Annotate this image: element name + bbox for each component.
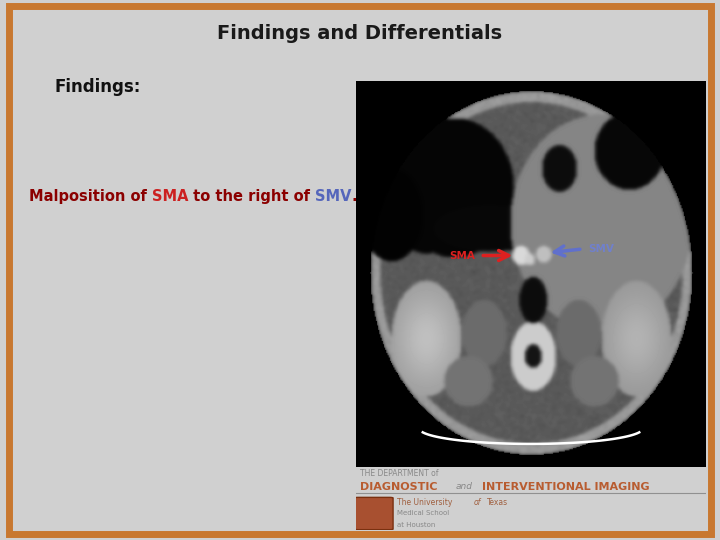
Text: Findings:: Findings: (54, 78, 140, 96)
Text: Texas: Texas (487, 498, 508, 507)
Text: SMA: SMA (449, 251, 475, 260)
Text: Malposition of: Malposition of (29, 189, 152, 204)
Text: DIAGNOSTIC: DIAGNOSTIC (360, 482, 437, 492)
Text: THE DEPARTMENT of: THE DEPARTMENT of (360, 469, 438, 478)
Text: to the right of: to the right of (189, 189, 315, 204)
Text: of: of (473, 498, 481, 507)
Text: The University: The University (397, 498, 452, 507)
Text: and: and (456, 482, 473, 491)
Text: INTERVENTIONAL IMAGING: INTERVENTIONAL IMAGING (482, 482, 649, 492)
Text: Findings and Differentials: Findings and Differentials (217, 24, 503, 43)
Text: SMA: SMA (152, 189, 189, 204)
Text: SMV: SMV (589, 244, 614, 254)
Text: Medical School: Medical School (397, 510, 449, 516)
Text: SMV: SMV (315, 189, 352, 204)
Text: at Houston: at Houston (397, 522, 435, 528)
FancyBboxPatch shape (355, 497, 393, 530)
Text: .: . (352, 189, 358, 204)
